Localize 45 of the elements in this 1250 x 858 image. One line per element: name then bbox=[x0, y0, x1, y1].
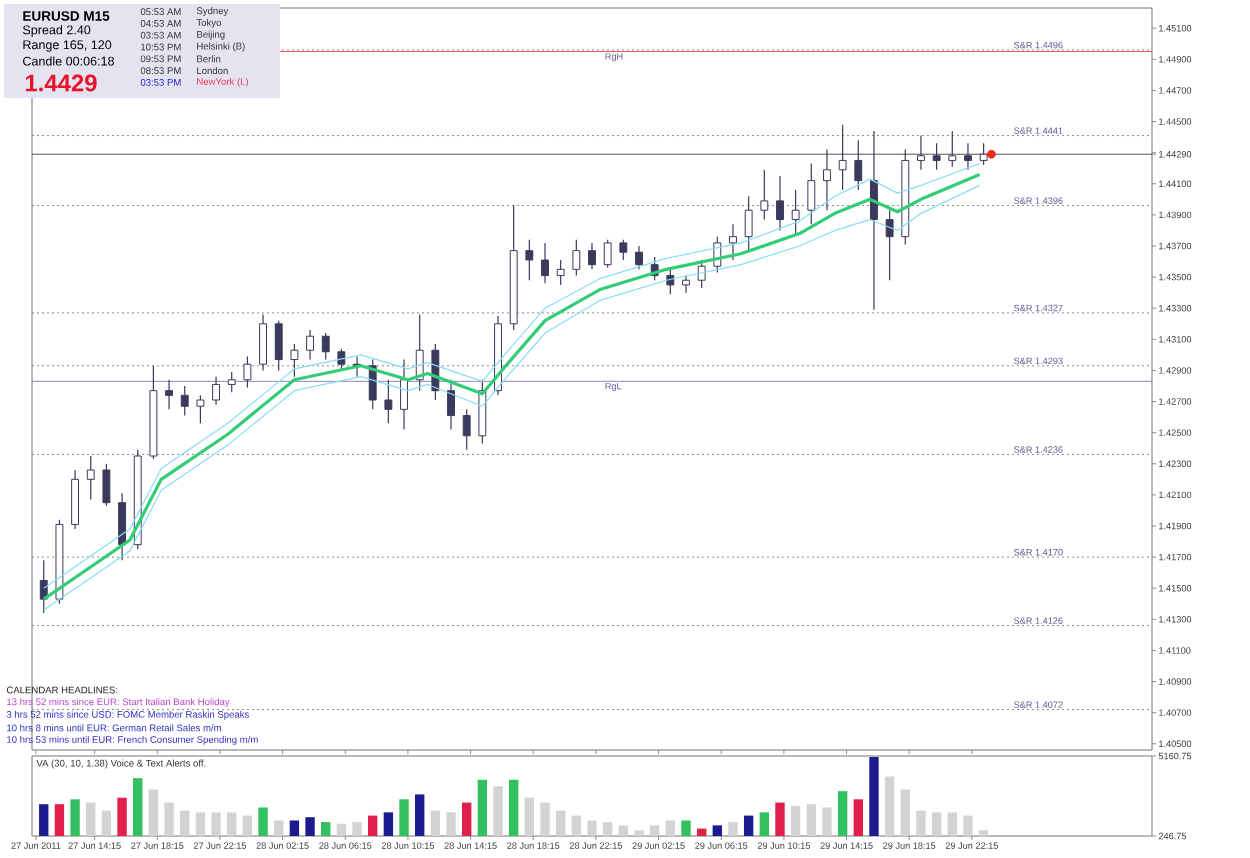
candlestick bbox=[697, 259, 706, 289]
candlestick bbox=[932, 142, 941, 171]
candlestick bbox=[948, 130, 957, 168]
candlestick bbox=[462, 408, 471, 451]
candlestick bbox=[274, 320, 283, 372]
candlestick bbox=[838, 124, 847, 191]
candlestick bbox=[180, 385, 189, 417]
candlestick bbox=[603, 239, 612, 269]
candlestick bbox=[619, 239, 628, 261]
candlestick bbox=[572, 239, 581, 277]
candlestick bbox=[635, 245, 643, 270]
candlestick bbox=[807, 162, 816, 225]
candlestick bbox=[744, 195, 753, 252]
candlestick bbox=[541, 242, 549, 284]
candlestick bbox=[243, 355, 252, 389]
candlestick bbox=[760, 169, 769, 221]
candlestick bbox=[729, 223, 737, 261]
candlestick bbox=[86, 455, 95, 501]
candlestick bbox=[259, 313, 267, 372]
candlestick bbox=[165, 379, 174, 410]
candlestick bbox=[556, 259, 565, 286]
candlestick bbox=[682, 274, 690, 294]
candlestick bbox=[196, 394, 205, 424]
candlestick bbox=[885, 209, 894, 281]
candlestick bbox=[776, 175, 784, 232]
candlestick bbox=[290, 343, 299, 378]
candlestick bbox=[917, 134, 925, 171]
annotation: 1.4429 bbox=[25, 74, 97, 92]
candlestick bbox=[321, 332, 330, 361]
candlestick bbox=[588, 242, 596, 270]
candlestick bbox=[71, 469, 80, 530]
candlestick bbox=[525, 239, 534, 281]
candlestick bbox=[39, 559, 48, 614]
candlestick bbox=[823, 148, 831, 211]
candlestick bbox=[227, 371, 236, 393]
candlestick bbox=[212, 376, 220, 406]
candlestick bbox=[102, 463, 111, 507]
candlestick bbox=[854, 139, 863, 191]
candlestick bbox=[447, 379, 455, 431]
candlestick bbox=[118, 492, 127, 561]
candlestick bbox=[400, 358, 408, 431]
candlestick bbox=[964, 142, 972, 171]
candlestick bbox=[306, 329, 314, 361]
candlestick bbox=[791, 189, 800, 236]
candlestick bbox=[384, 379, 393, 424]
